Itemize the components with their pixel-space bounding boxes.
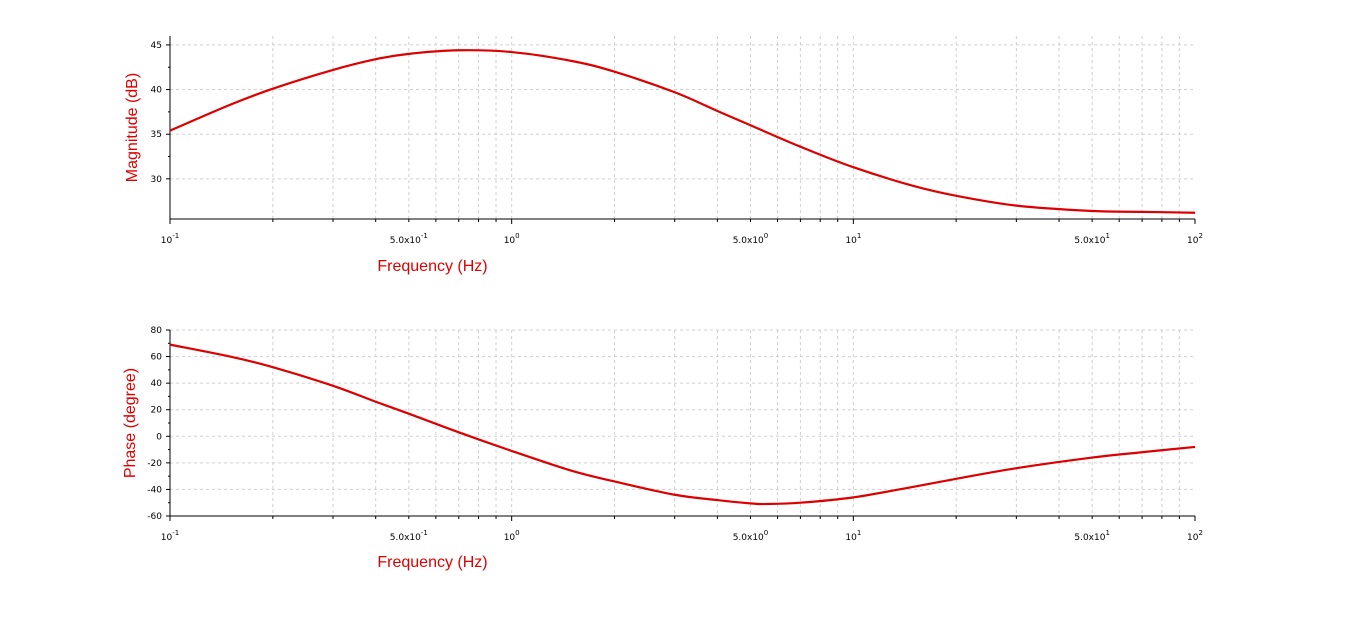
- y-tick-label: 80: [151, 326, 163, 336]
- x-tick-base: 10: [161, 236, 173, 246]
- x-tick-base: 10: [845, 236, 857, 246]
- x-tick-base: 10: [161, 533, 173, 543]
- y-tick-label: 0: [156, 432, 162, 442]
- x-tick-label: 5.0x100: [733, 529, 769, 543]
- y-tick-label: 60: [151, 353, 163, 363]
- x-tick-base: 5.0x10: [1074, 533, 1105, 543]
- y-axis-title: Phase (degree): [122, 368, 139, 478]
- x-tick-label: 10-1: [161, 529, 179, 543]
- x-axis-title: Frequency (Hz): [377, 258, 487, 275]
- x-tick-exponent: 1: [1105, 529, 1109, 537]
- x-tick-exponent: 0: [764, 232, 768, 240]
- y-tick-label: 45: [151, 41, 162, 51]
- x-tick-base: 10: [1187, 533, 1199, 543]
- y-axis-title: Magnitude (dB): [124, 73, 141, 182]
- x-tick-label: 101: [845, 232, 861, 246]
- x-tick-label: 5.0x10-1: [390, 232, 428, 246]
- x-tick-exponent: -1: [172, 529, 179, 537]
- x-tick-base: 10: [1187, 236, 1199, 246]
- y-tick-label: -40: [147, 485, 162, 495]
- x-axis-title: Frequency (Hz): [377, 554, 487, 571]
- x-tick-base: 10: [504, 236, 516, 246]
- x-tick-label: 101: [845, 529, 861, 543]
- y-tick-label: 40: [151, 379, 163, 389]
- x-tick-exponent: 1: [857, 529, 861, 537]
- phase-panel: 10-1 5.0x10-1 100 5.0x100 101 5.0x101 102-60-4…: [122, 326, 1203, 571]
- y-tick-label: 30: [151, 175, 163, 185]
- x-tick-base: 5.0x10: [733, 236, 764, 246]
- x-tick-exponent: -1: [172, 232, 179, 240]
- x-tick-exponent: -1: [421, 529, 428, 537]
- y-tick-label: 35: [151, 130, 162, 140]
- x-tick-label: 102: [1187, 529, 1203, 543]
- x-tick-label: 5.0x101: [1074, 529, 1110, 543]
- x-tick-label: 5.0x10-1: [390, 529, 428, 543]
- x-tick-exponent: 0: [515, 529, 519, 537]
- x-tick-exponent: 1: [1105, 232, 1109, 240]
- x-tick-base: 5.0x10: [390, 236, 421, 246]
- phase-curve: [169, 343, 1196, 506]
- y-tick-label: 20: [151, 406, 163, 416]
- x-tick-base: 5.0x10: [733, 533, 764, 543]
- x-tick-base: 10: [845, 533, 857, 543]
- magnitude-panel: 10-1 5.0x10-1 100 5.0x100 101 5.0x101 10230354…: [124, 36, 1203, 275]
- x-tick-exponent: -1: [421, 232, 428, 240]
- y-tick-label: -20: [147, 459, 162, 469]
- x-tick-label: 5.0x101: [1074, 232, 1110, 246]
- x-tick-base: 10: [504, 533, 516, 543]
- x-tick-base: 5.0x10: [1074, 236, 1105, 246]
- y-tick-label: 40: [151, 86, 163, 96]
- x-tick-label: 102: [1187, 232, 1203, 246]
- x-tick-label: 5.0x100: [733, 232, 769, 246]
- x-tick-label: 100: [504, 529, 520, 543]
- x-tick-exponent: 2: [1198, 529, 1202, 537]
- x-tick-exponent: 0: [515, 232, 519, 240]
- mag-curve: [169, 49, 1196, 214]
- x-tick-exponent: 0: [764, 529, 768, 537]
- x-tick-exponent: 1: [857, 232, 861, 240]
- x-tick-label: 100: [504, 232, 520, 246]
- x-tick-label: 10-1: [161, 232, 179, 246]
- y-tick-label: -60: [147, 512, 162, 522]
- x-tick-exponent: 2: [1198, 232, 1202, 240]
- x-tick-base: 5.0x10: [390, 533, 421, 543]
